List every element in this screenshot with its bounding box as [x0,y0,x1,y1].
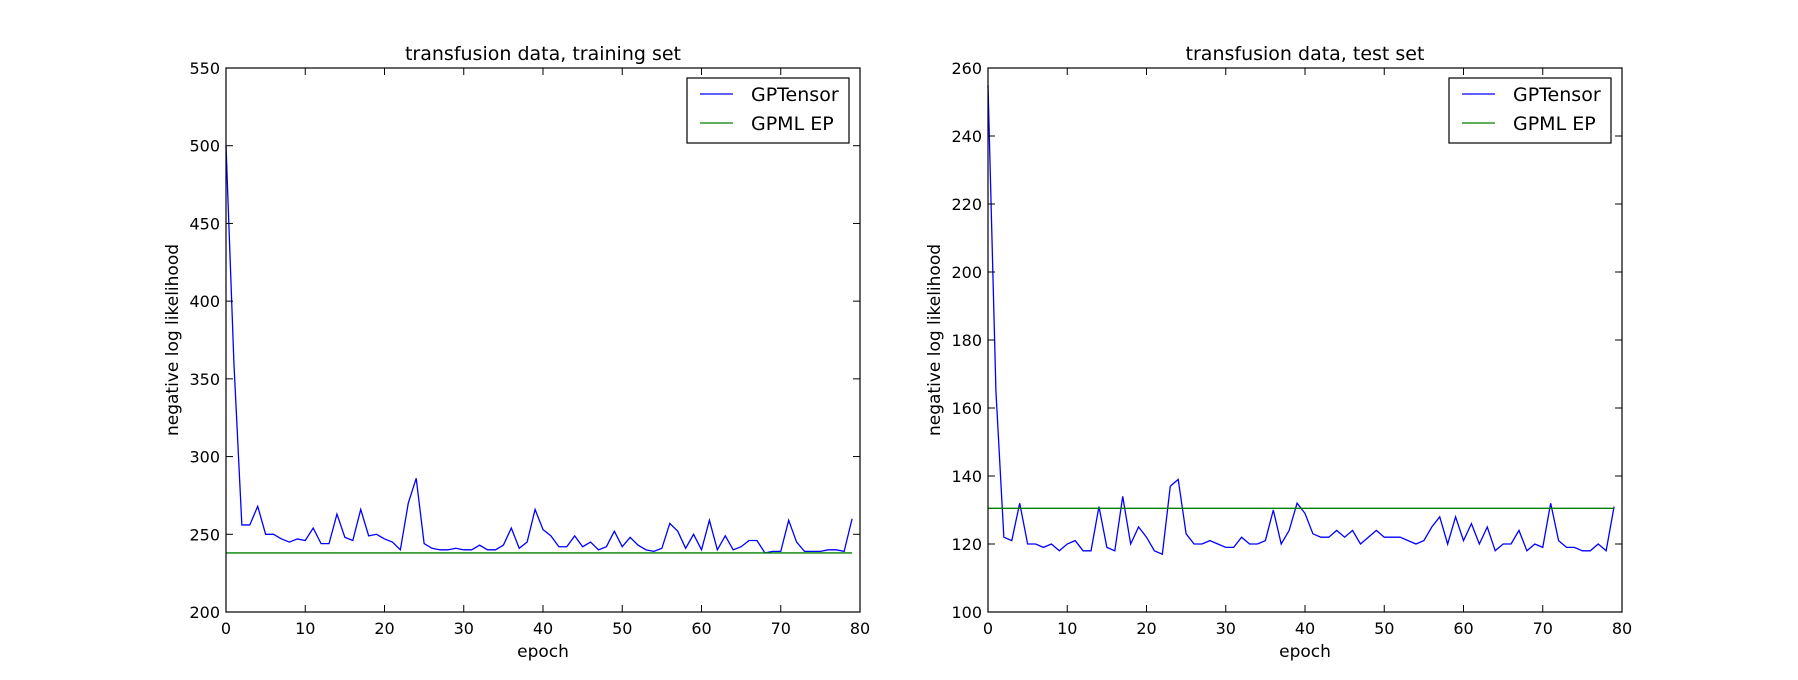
legend: GPTensor GPML EP [1448,77,1612,144]
y-tick-label: 500 [189,137,220,156]
legend-label-gptensor: GPTensor [751,84,839,106]
x-tick-label: 40 [1295,619,1315,638]
y-tick-label: 350 [189,370,220,389]
x-tick-label: 40 [533,619,553,638]
y-tick-label: 260 [951,59,982,78]
y-tick-label: 250 [189,525,220,544]
y-tick-label: 100 [951,603,982,622]
x-tick-label: 10 [295,619,315,638]
x-tick-label: 30 [1216,619,1236,638]
x-tick-label: 60 [691,619,711,638]
y-axis-label: negative log likelihood [925,244,945,436]
y-tick-label: 200 [951,263,982,282]
y-tick-label: 120 [951,535,982,554]
y-tick-label: 180 [951,331,982,350]
y-tick-label: 220 [951,195,982,214]
chart-test-set: transfusion data, test set 0 10 20 30 40 50 60… [925,43,1632,662]
y-tick-label: 300 [189,448,220,467]
x-tick-label: 70 [1533,619,1553,638]
chart-title: transfusion data, test set [1186,43,1425,65]
y-axis-label: negative log likelihood [163,244,183,436]
legend-label-gptensor: GPTensor [1513,84,1601,106]
x-tick-label: 50 [1374,619,1394,638]
legend-label-gpml-ep: GPML EP [1513,113,1596,135]
x-tick-label: 80 [850,619,870,638]
y-tick-label: 400 [189,292,220,311]
y-tick-label: 160 [951,399,982,418]
y-tick-label: 200 [189,603,220,622]
x-tick-label: 60 [1453,619,1473,638]
x-tick-label: 0 [221,619,231,638]
legend-box [1448,77,1612,144]
y-tick-label: 240 [951,127,982,146]
x-axis-label: epoch [517,642,569,662]
x-axis-label: epoch [1279,642,1331,662]
y-tick-label: 550 [189,59,220,78]
x-tick-label: 80 [1612,619,1632,638]
x-tick-label: 10 [1057,619,1077,638]
legend-box [686,77,850,144]
legend-label-gpml-ep: GPML EP [751,113,834,135]
ticks-layer: 0 10 20 30 40 50 60 70 80 200 250 300 350 400 450 500 55… [189,59,870,638]
legend: GPTensor GPML EP [686,77,850,144]
series-layer [225,145,853,554]
x-tick-label: 20 [374,619,394,638]
x-tick-label: 50 [612,619,632,638]
y-tick-label: 140 [951,467,982,486]
x-tick-label: 0 [983,619,993,638]
x-tick-label: 30 [454,619,474,638]
y-tick-label: 450 [189,214,220,233]
x-tick-label: 70 [771,619,791,638]
ticks-layer: 0 10 20 30 40 50 60 70 80 100 120 140 160 180 200 220 24… [951,59,1632,638]
series-line-gptensor [225,145,853,554]
x-tick-label: 20 [1136,619,1156,638]
chart-title: transfusion data, training set [405,43,681,65]
series-layer [987,84,1615,556]
